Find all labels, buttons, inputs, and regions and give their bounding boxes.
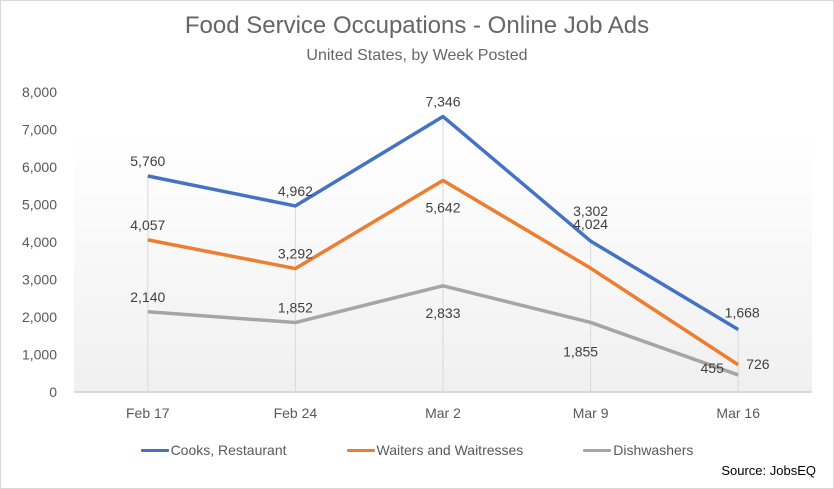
y-tick-label: 7,000: [22, 122, 57, 138]
data-label: 4,024: [573, 216, 608, 232]
y-tick-label: 4,000: [22, 234, 57, 250]
y-tick-label: 0: [49, 384, 57, 400]
legend-swatch-waiters: [346, 448, 375, 452]
legend-label-dishwashers: Dishwashers: [613, 442, 694, 458]
chart-subtitle: United States, by Week Posted: [306, 47, 528, 64]
data-label: 5,760: [130, 153, 165, 169]
y-tick-label: 5,000: [22, 197, 57, 213]
y-tick-label: 2,000: [22, 309, 57, 325]
source-note: Source: JobsEQ: [721, 463, 816, 478]
x-tick-label: Feb 17: [126, 405, 170, 421]
x-tick-label: Mar 16: [716, 405, 760, 421]
chart-title: Food Service Occupations - Online Job Ad…: [184, 12, 650, 39]
data-label: 5,642: [425, 199, 460, 215]
legend-item-cooks: Cooks, Restaurant: [140, 442, 287, 458]
legend-item-dishwashers: Dishwashers: [583, 442, 693, 458]
legend-label-waiters: Waiters and Waitresses: [376, 442, 524, 458]
y-tick-label: 1,000: [22, 347, 57, 363]
data-label: 726: [746, 356, 770, 372]
data-label: 455: [701, 360, 725, 376]
data-label: 3,292: [278, 246, 313, 262]
data-label: 2,833: [425, 305, 460, 321]
x-tick-label: Mar 2: [425, 405, 461, 421]
data-label: 7,346: [425, 94, 460, 110]
legend-label-cooks: Cooks, Restaurant: [170, 442, 287, 458]
x-tick-label: Mar 9: [573, 405, 609, 421]
data-label: 3,302: [573, 203, 608, 219]
legend: Cooks, Restaurant Waiters and Waitresses…: [0, 442, 834, 458]
y-tick-label: 6,000: [22, 159, 57, 175]
y-tick-label: 8,000: [22, 84, 57, 100]
data-label: 1,852: [278, 300, 313, 316]
data-label: 1,855: [563, 343, 598, 359]
data-label: 1,668: [725, 304, 760, 320]
y-tick-label: 3,000: [22, 272, 57, 288]
data-label: 2,140: [130, 289, 165, 305]
x-tick-label: Feb 24: [274, 405, 318, 421]
legend-swatch-cooks: [140, 448, 169, 452]
data-label: 4,057: [130, 217, 165, 233]
data-label: 4,962: [278, 183, 313, 199]
legend-swatch-dishwashers: [583, 448, 612, 452]
legend-item-waiters: Waiters and Waitresses: [346, 442, 524, 458]
